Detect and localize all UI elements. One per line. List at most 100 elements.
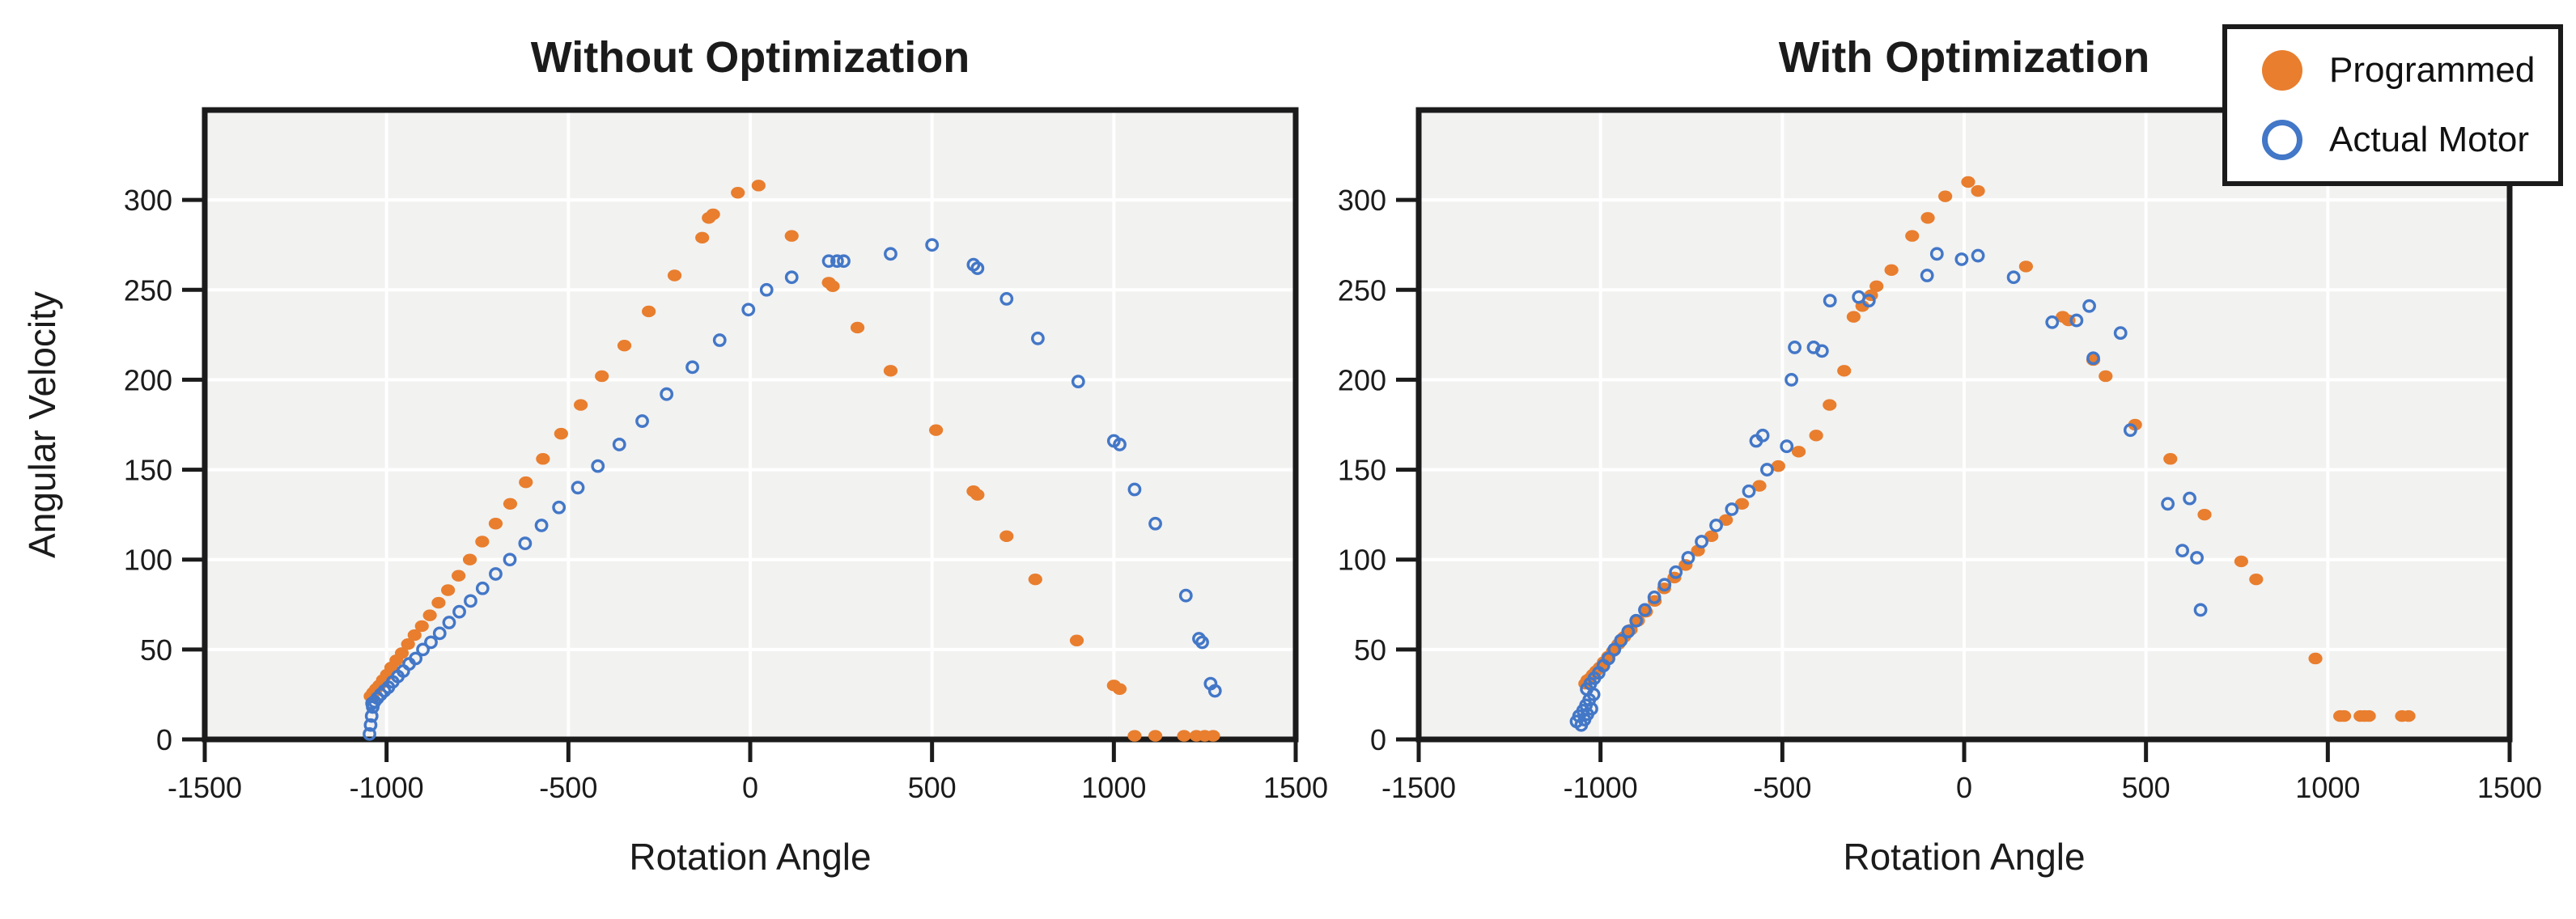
x-tick-label: -1500 — [1381, 771, 1456, 804]
scatter-point-programmed — [431, 596, 446, 609]
scatter-point-programmed — [1069, 634, 1084, 646]
scatter-point-programmed — [1127, 730, 1142, 742]
x-tick-label: -1500 — [168, 771, 242, 804]
scatter-point-actual-motor — [363, 718, 378, 732]
y-axis-label: Angular Velocity — [21, 291, 63, 558]
scatter-point-programmed — [394, 647, 410, 659]
scatter-point-programmed — [536, 453, 550, 465]
x-tick-label: 1000 — [2295, 771, 2360, 804]
scatter-point-actual-motor — [1195, 635, 1209, 650]
scatter-point-programmed — [2018, 260, 2033, 273]
scatter-point-programmed — [751, 180, 766, 192]
scatter-point-programmed — [503, 498, 518, 510]
x-tick-label: 0 — [742, 771, 758, 804]
scatter-point-programmed — [2197, 508, 2212, 521]
scatter-point-programmed — [731, 187, 745, 199]
y-tick-label: 300 — [1338, 184, 1386, 217]
scatter-point-actual-motor — [503, 553, 517, 567]
scatter-point-actual-motor — [571, 481, 585, 495]
y-tick-label: 100 — [1338, 544, 1386, 577]
y-tick-label: 150 — [1338, 454, 1386, 487]
scatter-point-programmed — [2234, 555, 2248, 568]
scatter-point-actual-motor — [821, 254, 836, 269]
scatter-point-programmed — [1752, 480, 1767, 492]
scatter-point-programmed — [1719, 514, 1734, 527]
scatter-point-actual-motor — [2193, 603, 2208, 617]
scatter-point-actual-motor — [2190, 551, 2204, 565]
x-axis-label-left: Rotation Angle — [629, 836, 872, 878]
scatter-point-programmed — [407, 629, 422, 642]
scatter-point-actual-motor — [518, 536, 533, 551]
scatter-point-programmed — [1177, 730, 1191, 742]
scatter-point-actual-motor — [1207, 684, 1222, 698]
scatter-point-programmed — [1648, 595, 1662, 608]
scatter-point-actual-motor — [2069, 313, 2084, 328]
x-tick-label: -1000 — [350, 771, 424, 804]
scatter-point-actual-motor — [1669, 565, 1683, 579]
legend-label: Programmed — [2329, 50, 2536, 90]
x-axis-label-right: Rotation Angle — [1843, 836, 2086, 878]
scatter-point-actual-motor — [1742, 484, 1756, 498]
scatter-point-programmed — [462, 553, 477, 565]
scatter-point-actual-motor — [1647, 590, 1661, 604]
x-tick-label: 1500 — [1263, 771, 1328, 804]
scatter-point-programmed — [475, 536, 490, 548]
scatter-point-actual-motor — [1861, 294, 1876, 308]
scatter-point-programmed — [595, 370, 609, 383]
scatter-point-actual-motor — [1929, 247, 1944, 261]
scatter-point-actual-motor — [884, 247, 898, 261]
scatter-point-actual-motor — [1760, 463, 1774, 476]
scatter-point-actual-motor — [424, 635, 438, 650]
scatter-point-actual-motor — [475, 581, 490, 595]
y-tick-label: 100 — [124, 544, 172, 577]
legend-item-programmed: Programmed — [2227, 48, 2558, 93]
scatter-point-actual-motor — [552, 500, 567, 515]
scatter-point-programmed — [2099, 370, 2113, 383]
scatter-point-programmed — [850, 321, 865, 334]
scatter-point-actual-motor — [925, 238, 940, 252]
scatter-point-actual-motor — [1785, 373, 1798, 387]
scatter-point-programmed — [422, 609, 437, 621]
scatter-point-actual-motor — [1681, 551, 1695, 565]
scatter-point-programmed — [999, 530, 1014, 543]
scatter-point-programmed — [1734, 498, 1750, 510]
scatter-point-actual-motor — [2123, 423, 2137, 438]
scatter-point-programmed — [1704, 530, 1719, 543]
scatter-point-programmed — [401, 637, 415, 650]
scatter-point-programmed — [1657, 582, 1671, 595]
scatter-point-actual-motor — [1920, 269, 1934, 282]
plot-frame — [1415, 107, 2513, 743]
x-tick-label: 0 — [1956, 771, 1972, 804]
scatter-point-actual-motor — [1148, 516, 1162, 531]
scatter-point-programmed — [554, 427, 568, 440]
scatter-point-programmed — [1112, 683, 1127, 695]
y-tick-label: 200 — [1338, 363, 1386, 396]
scatter-point-actual-motor — [432, 626, 447, 641]
scatter-point-actual-motor — [660, 387, 674, 401]
scatter-point-programmed — [695, 231, 710, 244]
scatter-point-programmed — [883, 365, 898, 377]
y-tick-label: 50 — [1354, 633, 1386, 667]
scatter-point-programmed — [667, 269, 682, 282]
scatter-point-programmed — [1961, 176, 1975, 188]
scatter-point-actual-motor — [1621, 625, 1636, 639]
scatter-point-actual-motor — [416, 642, 430, 657]
scatter-point-programmed — [519, 476, 533, 489]
scatter-point-actual-motor — [2175, 544, 2190, 557]
x-tick-label: 1500 — [2477, 771, 2542, 804]
scatter-point-actual-motor — [1814, 344, 1829, 358]
scatter-point-actual-motor — [1755, 428, 1770, 443]
scatter-point-programmed — [929, 424, 944, 436]
scatter-point-programmed — [1846, 311, 1861, 323]
scatter-point-programmed — [1905, 230, 1920, 242]
y-tick-label: 250 — [124, 273, 172, 307]
open-circle-icon — [2262, 120, 2302, 160]
scatter-point-programmed — [784, 230, 799, 242]
scatter-point-programmed — [452, 570, 466, 582]
scatter-point-programmed — [1823, 399, 1837, 411]
scatter-point-actual-motor — [2113, 326, 2128, 341]
x-tick-label: 500 — [908, 771, 957, 804]
scatter-point-programmed — [2362, 709, 2376, 722]
scatter-point-programmed — [706, 208, 720, 221]
